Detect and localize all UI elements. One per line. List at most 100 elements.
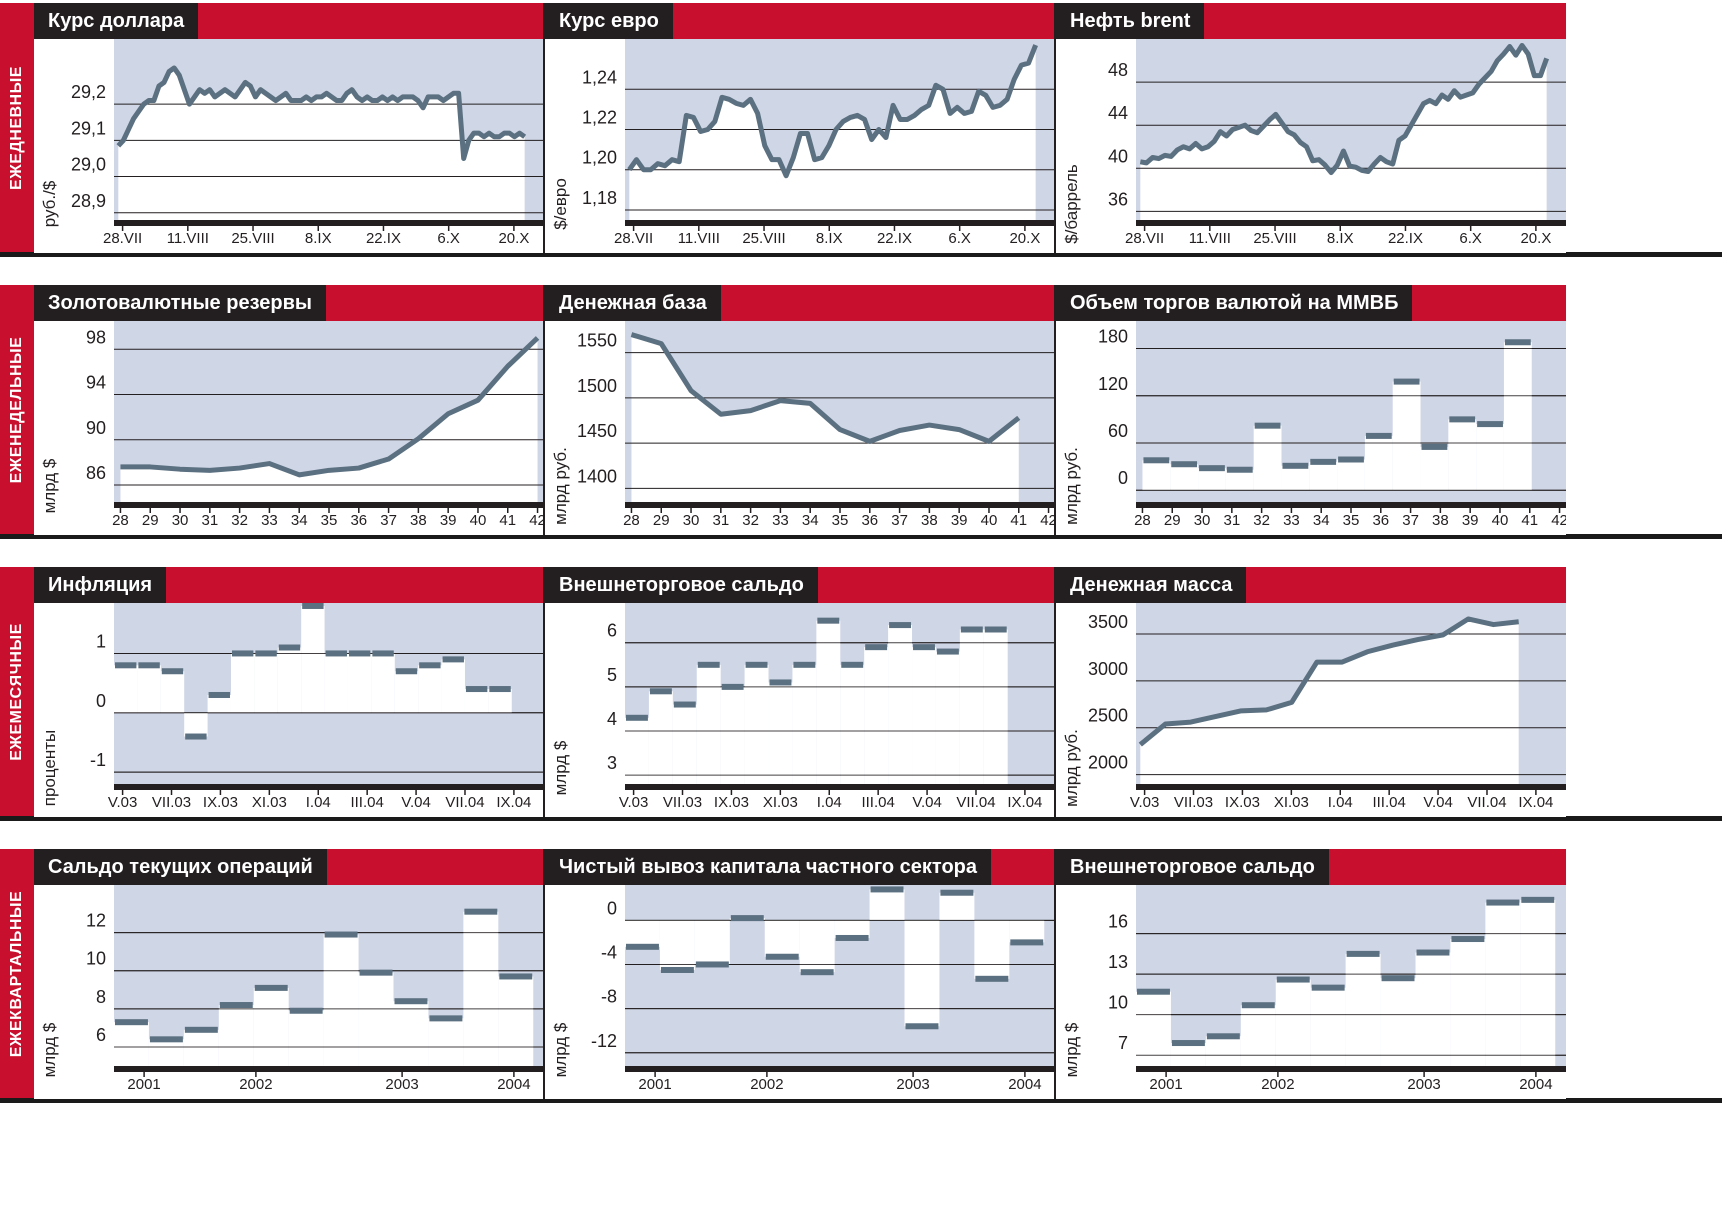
x-tick-label: I.04: [306, 794, 331, 811]
row-frequency-label: ЕЖЕКВАРТАЛЬНЫЕ: [0, 849, 34, 1099]
x-tick-label: 39: [440, 512, 457, 529]
chart-title-bar: Денежная масса: [1056, 567, 1566, 603]
chart-title-bar: Инфляция: [34, 567, 544, 603]
y-tick-label: 13: [1108, 952, 1128, 972]
step-fill: [160, 671, 185, 713]
x-tick-label: 39: [1462, 512, 1479, 529]
step-fill: [394, 671, 419, 713]
step-mark: [905, 1023, 939, 1030]
step-fill: [625, 920, 660, 947]
row-frequency-text: ЕЖЕНЕДЕЛЬНЫЕ: [8, 336, 25, 484]
y-tick-label: 180: [1098, 327, 1128, 347]
x-tick-label: 20.X: [1009, 230, 1040, 247]
step-mark: [1143, 457, 1170, 464]
x-tick-label: 8.IX: [1327, 230, 1354, 247]
x-tick-label: 6.X: [948, 230, 971, 247]
x-tick-label: 32: [742, 512, 759, 529]
step-fill: [1450, 939, 1486, 1066]
y-tick-label: -1: [90, 750, 106, 770]
x-tick-label: IX.03: [203, 794, 238, 811]
x-axis-bar: [625, 220, 1055, 226]
step-mark: [1226, 466, 1253, 473]
step-fill: [488, 689, 512, 713]
x-tick-label: 11.VIII: [167, 230, 209, 247]
step-mark: [975, 975, 1009, 982]
x-tick-label: 36: [350, 512, 367, 529]
x-tick-label: 31: [1223, 512, 1240, 529]
x-tick-label: 20.X: [1520, 230, 1551, 247]
x-tick-label: 34: [802, 512, 819, 529]
chart-svg: 36 40 44 48 28.VII 11.VIII 25.VIII 8.IX 22.IX 6.X…: [1056, 39, 1566, 253]
x-tick-label: 6.X: [1459, 230, 1482, 247]
chart-title: Чистый вывоз капитала частного сектора: [545, 849, 991, 885]
chart-title: Сальдо текущих операций: [34, 849, 327, 885]
x-tick-label: 22.IX: [366, 230, 401, 247]
x-axis-bar: [1136, 1066, 1566, 1072]
step-fill: [939, 892, 975, 921]
step-fill: [418, 665, 442, 713]
x-tick-label: 30: [172, 512, 189, 529]
x-tick-label: IX.04: [496, 794, 531, 811]
step-mark: [1486, 899, 1520, 906]
y-tick-label: 1,18: [582, 188, 617, 208]
chart-panel: 0 60 120 180 28 29 30 31 32 33 34 35 36 37 38 39 40 41 42 О…: [1056, 285, 1566, 535]
x-tick-label: 37: [891, 512, 908, 529]
x-axis-bar: [1136, 502, 1566, 508]
step-mark: [254, 984, 288, 991]
step-mark: [138, 662, 160, 669]
step-mark: [626, 943, 659, 950]
y-tick-label: 29,1: [71, 118, 106, 138]
row-frequency-text: ЕЖЕДНЕВНЫЕ: [8, 66, 25, 190]
row-bottom-rule: [0, 1098, 1722, 1103]
step-mark: [302, 602, 324, 609]
chart-svg: 6 8 10 12 2001 2002 2003 2004: [34, 885, 544, 1099]
x-tick-label: 35: [1343, 512, 1360, 529]
x-tick-label: 2003: [385, 1076, 418, 1093]
chart-title-bar: Внешнеторговое сальдо: [545, 567, 1055, 603]
chart-panel: 7 10 13 16 2001 2002 2003 2004 Внешнеторговое са…: [1056, 849, 1566, 1099]
step-fill: [1310, 987, 1346, 1066]
x-tick-label: V.04: [1423, 794, 1452, 811]
x-tick-label: 28.VII: [1125, 230, 1164, 247]
x-axis-bar: [114, 1066, 544, 1072]
y-tick-label: 44: [1108, 103, 1128, 123]
y-axis-label-text: проценты: [40, 729, 59, 807]
y-axis-label-text: млрд руб.: [1062, 447, 1081, 525]
chart-svg: 7 10 13 16 2001 2002 2003 2004: [1056, 885, 1566, 1099]
x-tick-label: IX.03: [1225, 794, 1260, 811]
step-fill: [983, 629, 1008, 784]
y-tick-label: 0: [96, 691, 106, 711]
step-fill: [218, 1005, 254, 1066]
y-tick-label: 6: [96, 1025, 106, 1045]
x-tick-label: 31: [712, 512, 729, 529]
chart-title-bar: Курс доллара: [34, 3, 544, 39]
x-axis-bar: [1136, 220, 1566, 226]
step-mark: [1171, 1040, 1205, 1047]
step-mark: [721, 683, 744, 690]
x-tick-label: 42: [529, 512, 544, 529]
chart-title: Курс евро: [545, 3, 673, 39]
y-axis-label: млрд руб.: [1056, 441, 1088, 531]
step-mark: [940, 889, 974, 896]
y-axis-label-text: млрд $: [1062, 1022, 1081, 1078]
x-axis-bar: [114, 502, 544, 508]
chart-svg: 1,18 1,20 1,22 1,24 28.VII 11.VIII 25.VIII 8.IX…: [545, 39, 1055, 253]
x-tick-label: 38: [410, 512, 427, 529]
x-tick-label: 37: [1402, 512, 1419, 529]
step-mark: [1276, 976, 1310, 983]
step-mark: [800, 969, 834, 976]
x-tick-label: XI.03: [252, 794, 287, 811]
x-tick-label: 22.IX: [877, 230, 912, 247]
step-fill: [869, 889, 905, 921]
x-tick-label: V.04: [912, 794, 941, 811]
step-mark: [395, 668, 418, 675]
step-fill: [137, 665, 161, 713]
row-frequency-text: ЕЖЕКВАРТАЛЬНЫЕ: [8, 890, 25, 1058]
chart-title: Внешнеторговое сальдо: [1056, 849, 1329, 885]
step-fill: [254, 653, 278, 713]
step-fill: [183, 1029, 219, 1066]
y-axis-label: млрд $: [1056, 1005, 1088, 1095]
step-fill: [1198, 468, 1226, 491]
step-fill: [323, 934, 359, 1066]
y-tick-label: 1550: [577, 331, 617, 351]
